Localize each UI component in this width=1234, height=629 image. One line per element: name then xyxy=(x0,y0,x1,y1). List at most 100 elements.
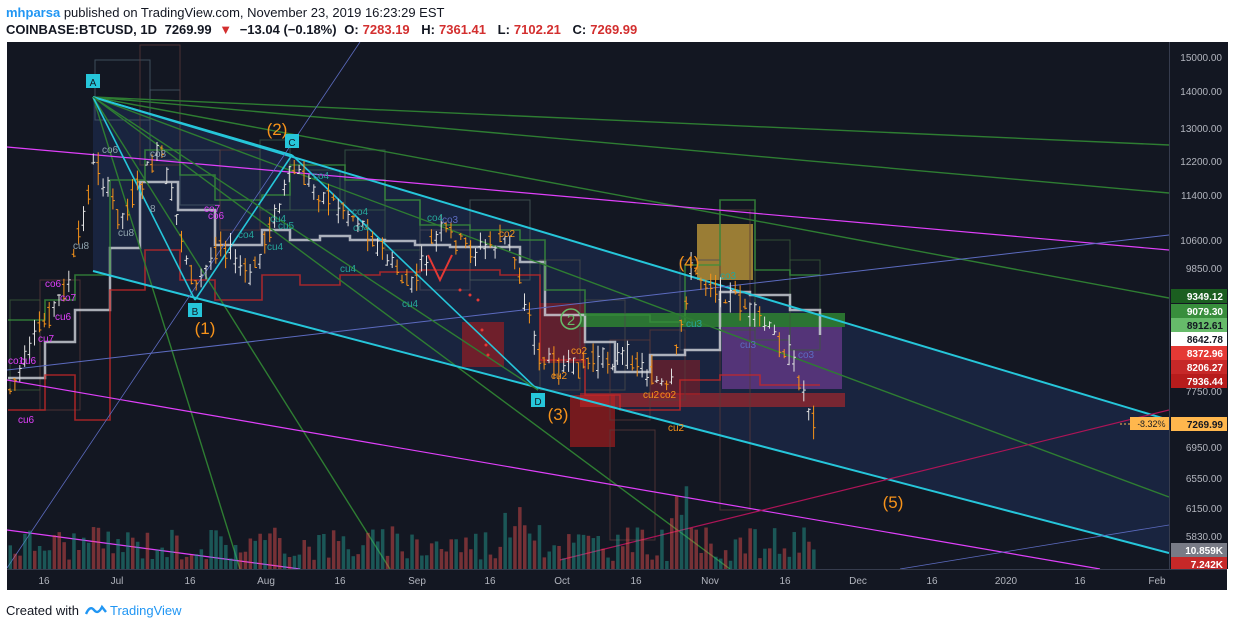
volume-bar xyxy=(429,543,434,569)
author-name[interactable]: mhparsa xyxy=(6,5,61,20)
price-tag xyxy=(1171,318,1227,332)
price-tag-label: 7.242K xyxy=(1191,560,1224,569)
level-label: co4 xyxy=(427,213,444,224)
volume-bar xyxy=(116,539,120,569)
volume-bar xyxy=(562,558,566,569)
pivot-badge xyxy=(285,134,299,148)
volume-bar xyxy=(199,549,204,569)
volume-bar xyxy=(434,541,439,569)
price-tag-label: 9079.30 xyxy=(1187,307,1224,318)
low-value: 7102.21 xyxy=(513,22,561,37)
volume-bar xyxy=(684,486,689,569)
level-label: co2 xyxy=(571,346,588,357)
volume-bar xyxy=(366,532,370,569)
volume-bar xyxy=(478,559,483,569)
wave-label: (2) xyxy=(267,120,288,139)
gann-fan-line xyxy=(92,96,1169,498)
step-line-white xyxy=(8,180,822,380)
blue-line xyxy=(7,234,1169,371)
dot-marker xyxy=(458,288,462,292)
volume-bar xyxy=(733,539,738,569)
time-axis[interactable]: 16 Jul 16 Aug 16 Sep 16 Oct 16 Nov 16 Dec 16 2020 16 Fe… xyxy=(7,569,1227,590)
price-axis[interactable]: 15000.00 14000.00 13000.00 12200.00 11400.00… xyxy=(1169,42,1228,569)
level-label: cu4 xyxy=(402,299,419,310)
down-arrow-icon: ▼ xyxy=(219,22,233,37)
price-tick-label: 6950.00 xyxy=(1186,443,1223,454)
price-tick-label: 15000.00 xyxy=(1180,53,1222,64)
green-band xyxy=(580,313,845,327)
price-tick-label: 9850.00 xyxy=(1186,264,1223,275)
tradingview-brand[interactable]: TradingView xyxy=(110,603,182,618)
volume-bar xyxy=(772,528,777,569)
level-label: co1 xyxy=(8,356,25,367)
volume-bar xyxy=(674,496,679,569)
volume-bar xyxy=(640,529,645,569)
price-tag-label: 7269.99 xyxy=(1187,420,1224,431)
volume-bar xyxy=(714,556,718,569)
time-tick-label: 16 xyxy=(926,576,938,587)
level-label: cu2 xyxy=(551,371,568,382)
volume-bar xyxy=(341,536,346,569)
level-label: cu2 xyxy=(643,390,660,401)
volume-bar xyxy=(625,527,630,569)
volume-bar xyxy=(209,530,213,569)
volume-bar xyxy=(253,540,257,569)
volume-bar xyxy=(395,533,400,569)
volume-bar xyxy=(175,535,179,569)
chart-plot-area[interactable]: co6 co8cu8cu8co7co6co6co7cu6cu7cu6co4cu4c… xyxy=(7,42,1169,569)
level-label: cu6 xyxy=(55,312,72,323)
created-with-text: Created with xyxy=(6,603,79,618)
volume-bar xyxy=(552,545,556,569)
level-label: cu7 xyxy=(38,334,55,345)
pivot-label: C xyxy=(288,138,295,149)
volume-bar xyxy=(47,550,52,569)
volume-bar xyxy=(508,537,512,569)
dot-marker xyxy=(480,328,484,332)
volume-bar xyxy=(331,530,336,569)
step-box xyxy=(9,299,41,391)
price-tag-label: 8912.61 xyxy=(1187,321,1224,332)
volume-bar xyxy=(591,538,596,569)
magenta-line xyxy=(7,529,301,569)
volume-bar xyxy=(542,557,547,569)
volume-bar xyxy=(42,550,47,569)
pivot-label: D xyxy=(534,397,541,408)
high-label: H: 7361.41 xyxy=(421,22,486,37)
volume-bar xyxy=(361,545,365,569)
volume-bar xyxy=(8,545,12,569)
circled-wave-label: 2 xyxy=(567,312,575,329)
volume-bar xyxy=(694,529,698,569)
abcd-leg xyxy=(194,154,293,301)
volume-bar xyxy=(282,553,287,569)
volume-bar xyxy=(224,544,228,569)
level-label: co2 xyxy=(660,390,677,401)
level-label: co4 xyxy=(313,171,330,182)
volume-bar xyxy=(802,527,806,569)
volume-bar xyxy=(753,529,757,569)
red-zone xyxy=(650,360,700,395)
volume-bar xyxy=(488,554,493,569)
blue-line xyxy=(899,524,1169,569)
volume-bar xyxy=(351,556,355,569)
volume-bar xyxy=(532,540,537,569)
step-box xyxy=(609,429,656,541)
volume-bar xyxy=(307,546,311,569)
dot-marker xyxy=(486,353,490,357)
level-label: co3 xyxy=(798,350,815,361)
volume-bar xyxy=(670,518,674,569)
high-value: 7361.41 xyxy=(439,22,486,37)
publish-info: published on TradingView.com, November 2… xyxy=(63,5,445,20)
gann-fan-line xyxy=(92,96,731,569)
dot-marker xyxy=(468,293,472,297)
volume-bar xyxy=(792,532,796,569)
low-label: L: 7102.21 xyxy=(497,22,561,37)
volume-bar xyxy=(371,529,375,569)
level-label: cu5 xyxy=(278,221,295,232)
volume-bar xyxy=(812,549,816,569)
volume-bar xyxy=(498,546,502,569)
time-tick-label: 16 xyxy=(38,576,50,587)
time-tick-label: Oct xyxy=(554,576,570,587)
volume-bar xyxy=(689,527,694,569)
time-tick-label: Sep xyxy=(408,576,426,587)
price-tag-label: 8206.27 xyxy=(1187,363,1224,374)
